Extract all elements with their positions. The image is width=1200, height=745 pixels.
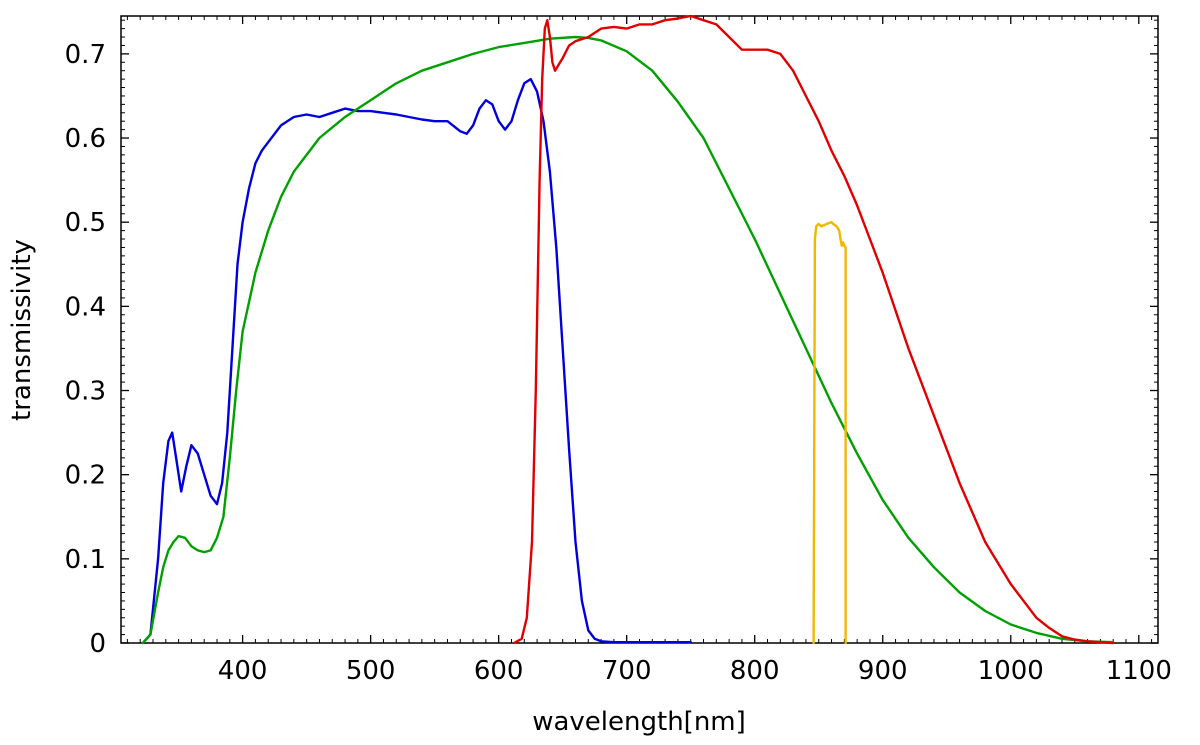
plot-frame [120,15,1159,644]
x-tick-label: 600 [474,656,524,686]
x-tick-label: 700 [602,656,652,686]
y-tick-label: 0.1 [65,545,106,575]
x-tick-label: 500 [346,656,396,686]
x-tick-label: 1100 [1106,656,1172,686]
y-tick-labels: 0 0.1 0.2 0.3 0.4 0.5 0.6 0.7 [65,40,106,659]
series-line-4 [812,220,847,645]
y-tick-label: 0.4 [65,292,106,322]
y-tick-label: 0.7 [65,40,106,70]
x-axis-label: wavelength[nm] [532,707,746,737]
y-tick-label: 0.6 [65,124,106,154]
x-tick-label: 400 [218,656,268,686]
y-tick-label: 0 [89,629,106,659]
series-line-2 [141,35,1115,645]
series-line-1 [141,77,692,645]
x-tick-label: 800 [730,656,780,686]
y-tick-label: 0.2 [65,461,106,491]
minor-ticks [121,16,1158,643]
major-ticks [121,16,1158,644]
series-layer [141,14,1115,645]
y-axis-label: transmissivity [7,239,37,421]
series-line-3 [512,14,1115,645]
x-tick-labels: 400 500 600 700 800 900 1000 1100 [218,656,1172,686]
x-tick-label: 900 [858,656,908,686]
x-tick-label: 1000 [978,656,1044,686]
y-tick-label: 0.3 [65,377,106,407]
y-tick-label: 0.5 [65,208,106,238]
